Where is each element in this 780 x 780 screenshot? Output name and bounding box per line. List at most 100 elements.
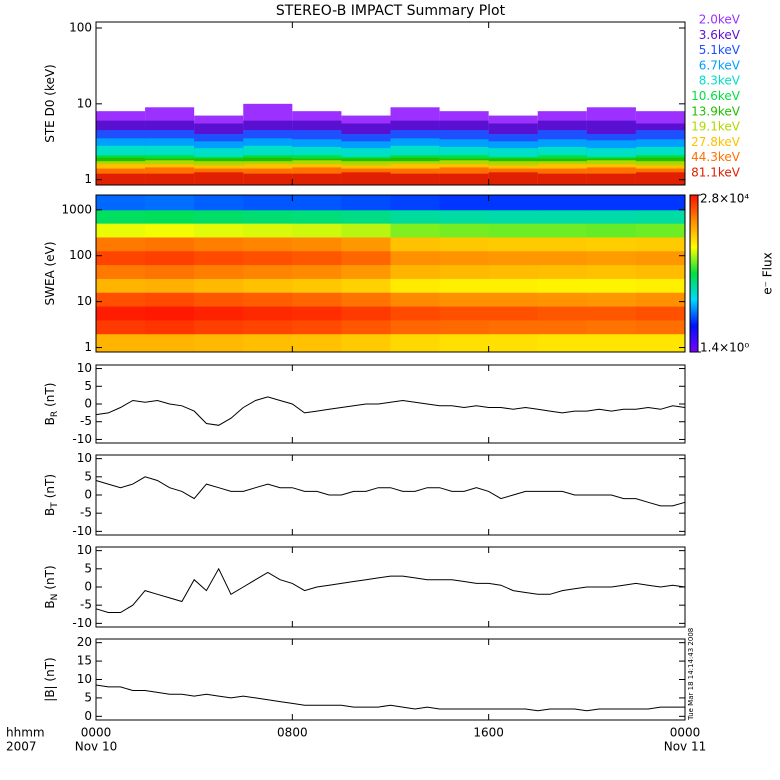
x-tick-label: 1600 [473, 726, 504, 740]
heatmap-cell [488, 195, 539, 211]
y-label-main: B [43, 508, 57, 516]
y-tick-label: 20 [77, 635, 92, 649]
heatmap-cell [341, 195, 391, 211]
heatmap-cell [96, 264, 146, 279]
heatmap-cell [439, 306, 490, 321]
heatmap-cell [635, 223, 686, 238]
legend-label: 5.1keV [699, 43, 741, 57]
heatmap-cell [194, 333, 244, 353]
heatmap-cell [390, 236, 441, 252]
y-tick-label: 10 [77, 451, 92, 465]
heatmap-cell [145, 250, 195, 266]
heatmap-cell [537, 264, 588, 279]
heatmap-cell [390, 195, 441, 211]
heatmap-cell [96, 250, 146, 266]
y-axis-label: BN (nT) [43, 565, 60, 608]
y-tick-label: 100 [69, 248, 92, 262]
heatmap-cell [243, 236, 293, 252]
field-line [95, 396, 686, 426]
heatmap-cell [439, 333, 490, 353]
y-tick-label: -5 [80, 414, 92, 428]
heatmap-cell [537, 319, 588, 335]
heatmap-cell [537, 306, 588, 321]
x-axis-label: hhmm [6, 726, 45, 740]
channel-bar [145, 173, 195, 185]
x-tick-label: 0800 [277, 726, 308, 740]
heatmap-cell [96, 306, 146, 321]
heatmap-cell [145, 333, 195, 353]
x-tick-label: 0000 [670, 726, 701, 740]
heatmap-cell [292, 319, 342, 335]
channel-bar [635, 172, 685, 185]
heatmap-cell [586, 209, 637, 224]
heatmap-cell [96, 223, 146, 238]
heatmap-cell [243, 250, 293, 266]
heatmap-cell [243, 209, 293, 224]
heatmap-cell [194, 306, 244, 321]
y-label-main: SWEA (eV) [43, 241, 57, 305]
heatmap-cell [194, 195, 244, 211]
y-label-main: B [43, 600, 57, 608]
heatmap-cell [537, 292, 588, 307]
y-tick-label: 10 [77, 294, 92, 308]
y-label-main: |B| (nT) [43, 657, 57, 701]
heatmap-cell [194, 223, 244, 238]
heatmap-cell [635, 250, 686, 266]
legend-label: 2.0keV [699, 13, 741, 27]
x-date-label: Nov 11 [664, 740, 707, 754]
colorbar-label: 2.8×10⁴ [700, 192, 749, 206]
heatmap-cell [292, 250, 342, 266]
heatmap-cell [439, 292, 490, 307]
heatmap-cell [292, 278, 342, 293]
x-date-label: Nov 10 [75, 740, 118, 754]
y-tick-label: 0 [84, 580, 92, 594]
heatmap-cell [586, 333, 637, 353]
y-label-sub: N [50, 594, 60, 601]
heatmap-cell [194, 278, 244, 293]
y-axis-label: BT (nT) [43, 474, 60, 516]
colorbar-label: 1.4×10⁰ [700, 341, 749, 355]
heatmap-cell [390, 250, 441, 266]
heatmap-cell [390, 264, 441, 279]
heatmap-cell [145, 319, 195, 335]
heatmap-cell [439, 250, 490, 266]
heatmap-cell [194, 236, 244, 252]
channel-bar [488, 172, 538, 185]
heatmap-cell [341, 333, 391, 353]
heatmap-cell [341, 250, 391, 266]
y-label-main: STE D0 (keV) [43, 64, 57, 143]
heatmap-cell [635, 306, 686, 321]
y-axis-label: STE D0 (keV) [43, 64, 57, 143]
legend-label: 10.6keV [691, 89, 741, 103]
heatmap-cell [390, 223, 441, 238]
heatmap-cell [488, 250, 539, 266]
heatmap-cell [586, 319, 637, 335]
heatmap-cell [145, 236, 195, 252]
panel-frame [95, 194, 686, 353]
legend-label: 19.1keV [691, 120, 741, 134]
y-tick-label: -10 [72, 524, 92, 538]
y-tick-label: -5 [80, 598, 92, 612]
heatmap-cell [194, 209, 244, 224]
heatmap-cell [243, 319, 293, 335]
heatmap-cell [243, 306, 293, 321]
panel-frame [95, 638, 686, 721]
heatmap-cell [292, 264, 342, 279]
channel-bar [292, 173, 342, 185]
x-tick-label: 0000 [81, 726, 112, 740]
heatmap-cell [390, 319, 441, 335]
heatmap-cell [488, 264, 539, 279]
heatmap-cell [292, 223, 342, 238]
heatmap-cell [292, 209, 342, 224]
heatmap-cell [96, 195, 146, 211]
heatmap-cell [586, 306, 637, 321]
heatmap-cell [145, 278, 195, 293]
heatmap-cell [145, 292, 195, 307]
heatmap-cell [537, 236, 588, 252]
heatmap-cell [243, 195, 293, 211]
heatmap-cell [243, 223, 293, 238]
channel-bar [243, 173, 293, 185]
legend-label: 81.1keV [691, 166, 741, 180]
heatmap-cell [243, 333, 293, 353]
